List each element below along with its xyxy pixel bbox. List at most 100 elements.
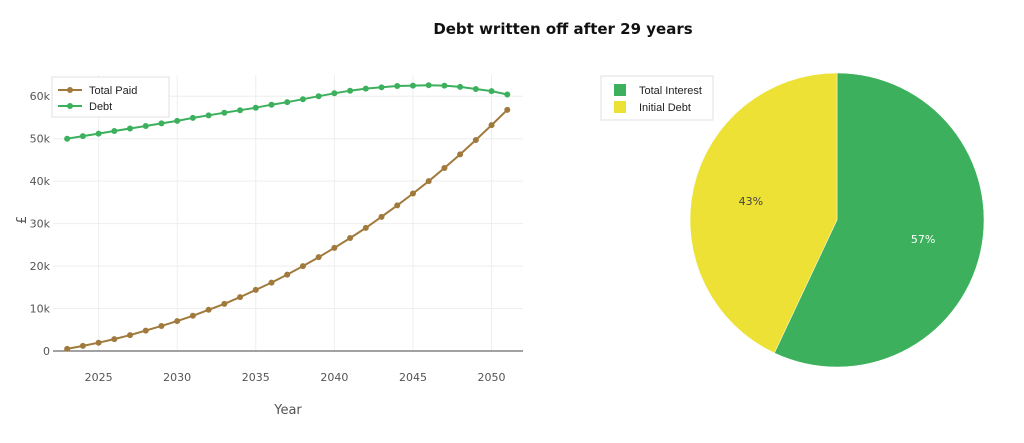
data-point [64,345,71,352]
data-point [111,336,118,343]
data-point [237,107,244,114]
data-point [472,86,479,93]
data-point [268,101,275,108]
data-point [488,88,495,95]
x-tick-label: 2050 [478,371,506,384]
legend-label: Total Paid [89,85,137,97]
x-tick-label: 2025 [85,371,113,384]
line-legend[interactable]: Total Paid Debt [51,76,170,118]
data-point [189,114,196,121]
y-axis-ticks: 0 10k 20k 30k 40k 50k 60k [30,90,51,358]
legend-marker [67,87,73,93]
legend-item[interactable]: Debt [58,101,112,113]
x-axis-ticks: 2025 2030 2035 2040 2045 2050 [85,371,506,384]
data-point [79,133,86,140]
data-point [142,327,149,334]
data-point [504,91,511,98]
y-tick-label: 20k [30,260,51,273]
data-point [252,104,259,111]
pie-slice-label: 57% [911,233,935,246]
data-point [331,90,338,97]
data-point [127,332,134,339]
data-point [205,112,212,119]
y-tick-label: 60k [30,90,51,103]
pie-slice-total-interest [774,72,985,368]
data-point [79,342,86,349]
data-point [95,339,102,346]
data-point [221,109,228,116]
y-axis-title: £ [15,216,30,224]
data-point [299,263,306,270]
data-point [472,136,479,143]
pie-labels: 57% 43% [739,195,936,246]
x-tick-label: 2040 [320,371,348,384]
data-point [441,82,448,89]
series-group [64,82,511,352]
data-point [362,224,369,231]
gridlines [53,75,523,351]
data-point [268,279,275,286]
data-point [409,190,416,197]
data-point [425,178,432,185]
y-tick-label: 40k [30,175,51,188]
data-point [95,130,102,137]
data-point [315,254,322,261]
data-point [378,213,385,220]
data-point [331,244,338,251]
y-tick-label: 0 [43,345,50,358]
data-point [284,271,291,278]
data-point [394,83,401,90]
data-point [284,99,291,106]
legend-label: Debt [89,101,112,113]
data-point [425,82,432,89]
data-point [64,135,71,142]
data-point [142,122,149,129]
data-point [488,122,495,129]
data-point [221,300,228,307]
line-chart: 0 10k 20k 30k 40k 50k 60k 2025 2030 2035 2040 2045… [15,75,523,418]
x-tick-label: 2030 [163,371,191,384]
legend-label: Initial Debt [639,102,691,114]
legend-box [51,76,170,118]
data-point [174,318,181,325]
x-axis-title: Year [273,403,302,418]
data-point [347,87,354,94]
y-tick-label: 50k [30,133,51,146]
data-point [189,312,196,319]
pie-slices [689,72,985,368]
x-tick-label: 2035 [242,371,270,384]
data-point [252,286,259,293]
x-tick-label: 2045 [399,371,427,384]
legend-box [600,75,714,121]
data-point [394,202,401,209]
legend-item[interactable]: Total Interest [614,84,702,97]
data-point [158,322,165,329]
legend-swatch [614,101,626,113]
series-debt [64,82,511,142]
legend-item[interactable]: Total Paid [58,85,137,97]
legend-label: Total Interest [639,85,702,97]
pie-slice-initial-debt [689,72,838,354]
y-tick-label: 10k [30,303,51,316]
data-point [158,120,165,127]
data-point [409,82,416,89]
pie-slice-label: 43% [739,195,763,208]
legend-marker [67,103,73,109]
y-tick-label: 30k [30,218,51,231]
data-point [299,96,306,103]
legend-item[interactable]: Initial Debt [614,101,691,114]
data-point [174,117,181,124]
data-point [111,128,118,135]
data-point [362,85,369,92]
data-point [347,235,354,242]
pie-legend[interactable]: Total Interest Initial Debt [600,75,714,121]
data-point [457,151,464,158]
data-point [441,164,448,171]
data-point [504,106,511,113]
data-point [378,84,385,91]
series-line [66,109,508,350]
series-total-paid [64,106,511,352]
data-point [237,294,244,301]
data-point [457,83,464,90]
